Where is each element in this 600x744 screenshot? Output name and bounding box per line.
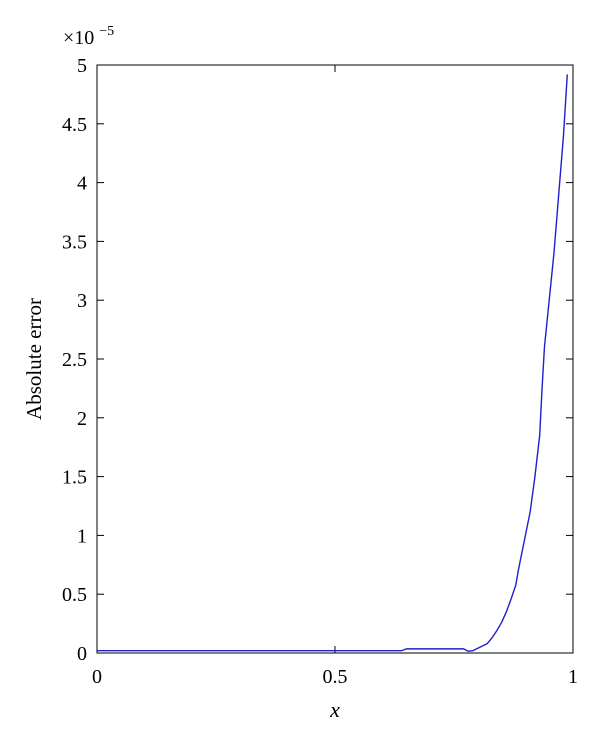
y-tick-label: 4.5	[62, 114, 87, 136]
y-tick-label: 1	[77, 525, 87, 547]
x-tick-label: 0.5	[323, 666, 348, 688]
x-axis-label: x	[329, 697, 340, 722]
y-tick-label: 1.5	[62, 467, 87, 489]
y-tick-label: 4	[77, 173, 87, 195]
y-tick-label: 0.5	[62, 584, 87, 606]
y-axis-label: Absolute error	[22, 298, 46, 420]
y-tick-label: 3.5	[62, 231, 87, 253]
plot-frame	[96, 64, 574, 654]
y-tick-labels: 0 0.5 1 1.5 2 2.5 3 3.5 4 4.5 5	[62, 55, 87, 665]
x-tick-label: 0	[92, 666, 102, 688]
y-tick-label: 2	[77, 408, 87, 430]
x-tick-labels: 0 0.5 1	[92, 666, 578, 688]
x-tick-label: 1	[568, 666, 578, 688]
y-tick-label: 3	[77, 290, 87, 312]
error-curve	[97, 74, 568, 652]
y-tick-label: 5	[77, 55, 87, 77]
scale-multiplier: ×10 −5	[63, 24, 114, 49]
y-tick-label: 2.5	[62, 349, 87, 371]
scale-base: ×10	[63, 27, 94, 49]
axis-ticks	[96, 64, 574, 654]
y-tick-label: 0	[77, 643, 87, 665]
scale-exponent: −5	[99, 24, 114, 39]
